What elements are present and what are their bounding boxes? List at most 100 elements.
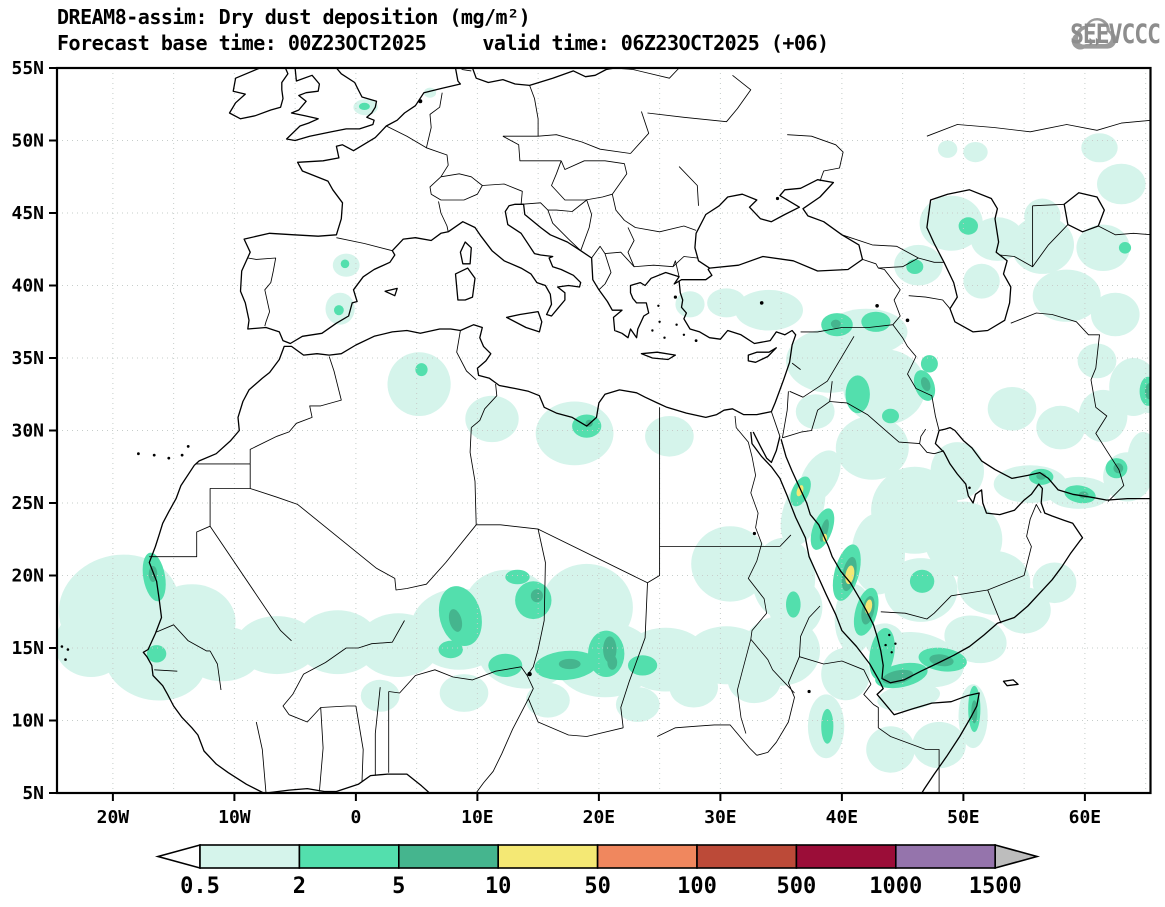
country-border <box>630 111 650 154</box>
dust-region-level1 <box>1081 133 1118 163</box>
colorbar-box <box>199 844 301 869</box>
chart-title: DREAM8-assim: Dry dust deposition (mg/m²… <box>57 5 531 29</box>
country-border <box>756 656 800 756</box>
y-axis-label: 15N <box>11 638 44 659</box>
country-border <box>209 525 292 642</box>
country-border <box>624 219 697 233</box>
x-axis-label: 20E <box>583 807 616 828</box>
island-lake-dot <box>675 323 678 326</box>
dust-region-level2 <box>628 655 658 676</box>
country-border <box>800 324 893 333</box>
country-border <box>799 656 872 685</box>
country-border <box>1032 203 1065 207</box>
x-axis-label: 30E <box>704 807 737 828</box>
island-lake-dot <box>663 336 666 339</box>
island-lake-dot <box>894 642 897 645</box>
x-axis-label: 10W <box>218 807 251 828</box>
island-lake-dot <box>694 339 698 342</box>
country-border <box>647 546 661 584</box>
dust-region-level1 <box>707 288 746 318</box>
dust-region-level1 <box>727 656 782 704</box>
x-axis-label: 40E <box>826 807 859 828</box>
country-border <box>781 391 789 438</box>
dust-region-level1 <box>691 526 769 602</box>
coastline <box>752 431 781 464</box>
colorbar-label: 0.5 <box>180 874 220 899</box>
island-lake-dot <box>968 486 971 490</box>
dust-region-level2 <box>146 645 167 663</box>
map-inner-layer <box>57 68 1151 793</box>
colorbar-label: 10 <box>485 874 512 899</box>
country-border <box>209 650 222 691</box>
y-axis-label: 40N <box>11 276 44 297</box>
seevccc-logo: SEEVCCC <box>1066 17 1161 50</box>
coastline-island <box>384 287 398 297</box>
dust-region-level3 <box>607 655 618 670</box>
colorbar-underflow-arrow <box>154 843 201 870</box>
country-border <box>987 503 1042 591</box>
dust-region-level1 <box>1097 163 1146 205</box>
dust-region-level1 <box>930 442 984 501</box>
dust-region-level1 <box>795 394 835 429</box>
island-lake-dot <box>775 196 780 201</box>
country-border <box>388 666 522 694</box>
country-border <box>789 336 855 398</box>
country-border <box>627 227 680 277</box>
island-lake-dot <box>905 318 910 323</box>
dust-region-level1 <box>1032 562 1077 604</box>
country-border <box>502 85 539 137</box>
y-axis-label: 35N <box>11 348 44 369</box>
coastline-island <box>640 351 677 361</box>
country-border <box>374 687 381 776</box>
country-border <box>798 605 821 657</box>
dust-region-level1 <box>963 263 1000 299</box>
dust-region-level1 <box>735 289 803 331</box>
island-lake-dot <box>657 304 660 307</box>
dust-region-level3 <box>830 319 841 329</box>
island-lake-dot <box>64 658 67 661</box>
country-border <box>471 384 498 428</box>
island-lake-dot <box>759 301 764 305</box>
country-border <box>475 698 529 793</box>
dust-region-level1 <box>296 610 379 675</box>
country-border <box>355 705 364 782</box>
dust-region-level1 <box>669 666 718 708</box>
dust-region-level3 <box>1145 383 1151 400</box>
colorbar-label: 100 <box>677 874 717 899</box>
country-border <box>526 675 624 737</box>
dust-region-level1 <box>360 679 400 712</box>
dust-region-level3 <box>530 589 543 603</box>
y-axis-label: 50N <box>11 131 44 152</box>
coastline-island <box>926 189 1012 333</box>
y-axis-label: 25N <box>11 493 44 514</box>
country-border <box>154 669 178 672</box>
island-lake-dot <box>890 651 893 654</box>
country-border <box>892 324 940 431</box>
valid-time: valid time: 06Z23OCT2025 (+06) <box>482 31 829 55</box>
dust-region-level1 <box>465 395 519 443</box>
seevccc-logo-text: SEEVCCC <box>1070 20 1161 50</box>
country-border <box>647 74 752 123</box>
dust-region-level2 <box>488 653 523 677</box>
island-lake-dot <box>167 456 171 460</box>
country-border <box>791 362 801 370</box>
forecast-base-time: Forecast base time: 00Z23OCT2025 <box>57 31 427 55</box>
y-axis-label: 30N <box>11 421 44 442</box>
colorbar-label: 500 <box>777 874 817 899</box>
country-border <box>580 199 593 251</box>
coastline <box>285 68 378 142</box>
dust-region-level2 <box>334 305 344 316</box>
country-border <box>249 356 342 464</box>
x-axis-label: 10E <box>461 807 494 828</box>
colorbar-overflow-arrow <box>994 843 1041 870</box>
country-border <box>841 234 944 263</box>
dust-region-level1 <box>987 387 1037 431</box>
island-lake-dot <box>673 295 678 299</box>
coastline <box>228 68 289 120</box>
coastline <box>750 431 980 793</box>
country-border <box>521 199 587 212</box>
country-border <box>999 205 1034 268</box>
dust-region-level1 <box>851 513 905 595</box>
country-border <box>604 251 635 267</box>
island-lake-dot <box>418 99 423 104</box>
